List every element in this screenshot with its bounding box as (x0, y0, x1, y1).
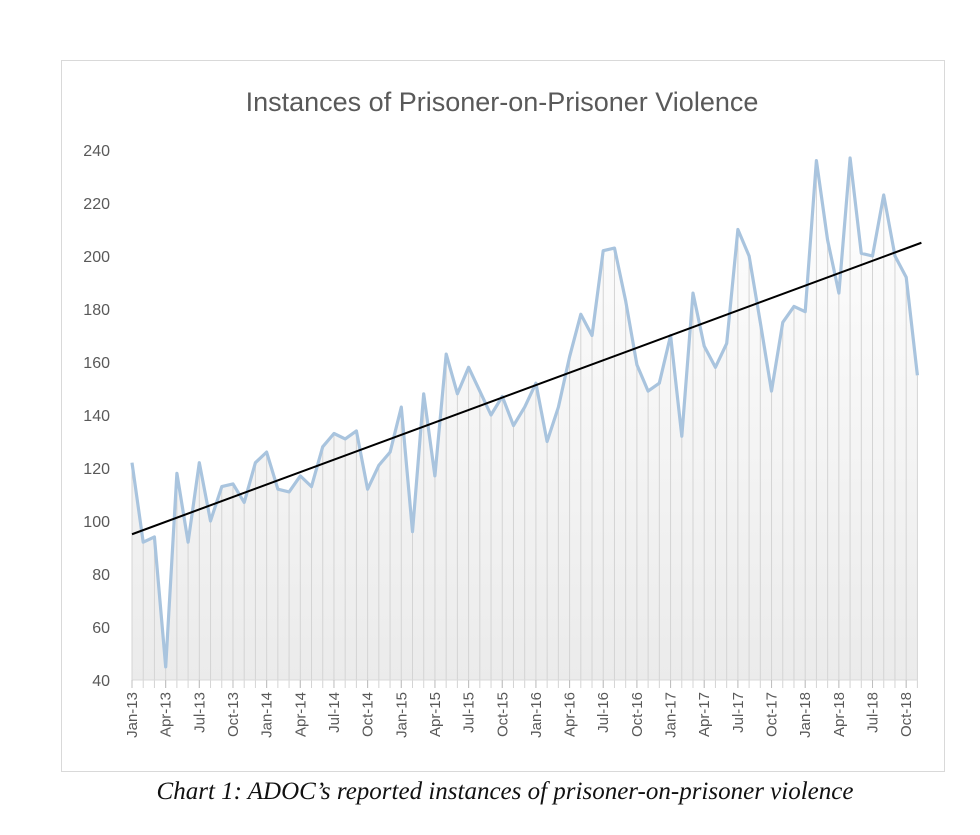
x-tick-label: Apr-18 (831, 692, 848, 737)
x-tick-label: Jan-17 (663, 692, 680, 738)
x-tick-label: Oct-16 (629, 692, 646, 737)
y-tick-label: 220 (83, 196, 110, 213)
x-tick-label: Apr-13 (158, 692, 175, 737)
y-tick-label: 80 (92, 567, 110, 584)
x-tick-label: Jul-17 (730, 692, 747, 733)
drop-lines (131, 157, 918, 688)
chart-title: Instances of Prisoner-on-Prisoner Violen… (246, 87, 759, 117)
y-tick-label: 60 (92, 620, 110, 637)
series-layer (130, 156, 919, 669)
x-tick-label: Oct-15 (494, 692, 511, 737)
x-tick-label: Apr-16 (562, 692, 579, 737)
chart-caption: Chart 1: ADOC’s reported instances of pr… (156, 778, 854, 805)
x-tick-label: Jul-14 (326, 692, 343, 733)
x-tick-label: Oct-13 (225, 692, 242, 737)
x-tick-label: Oct-14 (360, 692, 377, 737)
x-tick-label: Jan-13 (124, 692, 141, 738)
y-tick-label: 140 (83, 408, 110, 425)
x-tick-label: Apr-15 (427, 692, 444, 737)
x-tick-label: Oct-18 (898, 692, 915, 737)
y-tick-label: 240 (83, 143, 110, 160)
x-tick-label: Jan-15 (393, 692, 410, 738)
x-tick-label: Jul-13 (191, 692, 208, 733)
x-tick-label: Jul-18 (865, 692, 882, 733)
y-axis: 40 60 80 100 120 140 160 180 200 220 240 (83, 143, 110, 690)
trendline-layer (131, 241, 922, 536)
y-tick-label: 40 (92, 673, 110, 690)
trendline (131, 241, 922, 536)
x-tick-label: Jan-14 (259, 692, 276, 738)
y-tick-label: 180 (83, 302, 110, 319)
y-tick-label: 200 (83, 249, 110, 266)
x-axis: Jan-13 Apr-13 Jul-13 Oct-13 Jan-14 Apr-14 Jul-… (124, 679, 918, 738)
x-tick-label: Jul-16 (595, 692, 612, 733)
y-tick-label: 160 (83, 355, 110, 372)
x-tick-label: Jan-18 (797, 692, 814, 738)
x-tick-label: Oct-17 (764, 692, 781, 737)
x-tick-label: Jan-16 (528, 692, 545, 738)
series-line-instances (130, 156, 919, 669)
x-tick-label: Jul-15 (461, 692, 478, 733)
x-tick-label: Apr-14 (292, 692, 309, 737)
y-tick-label: 100 (83, 514, 110, 531)
x-tick-label: Apr-17 (696, 692, 713, 737)
y-tick-label: 120 (83, 461, 110, 478)
